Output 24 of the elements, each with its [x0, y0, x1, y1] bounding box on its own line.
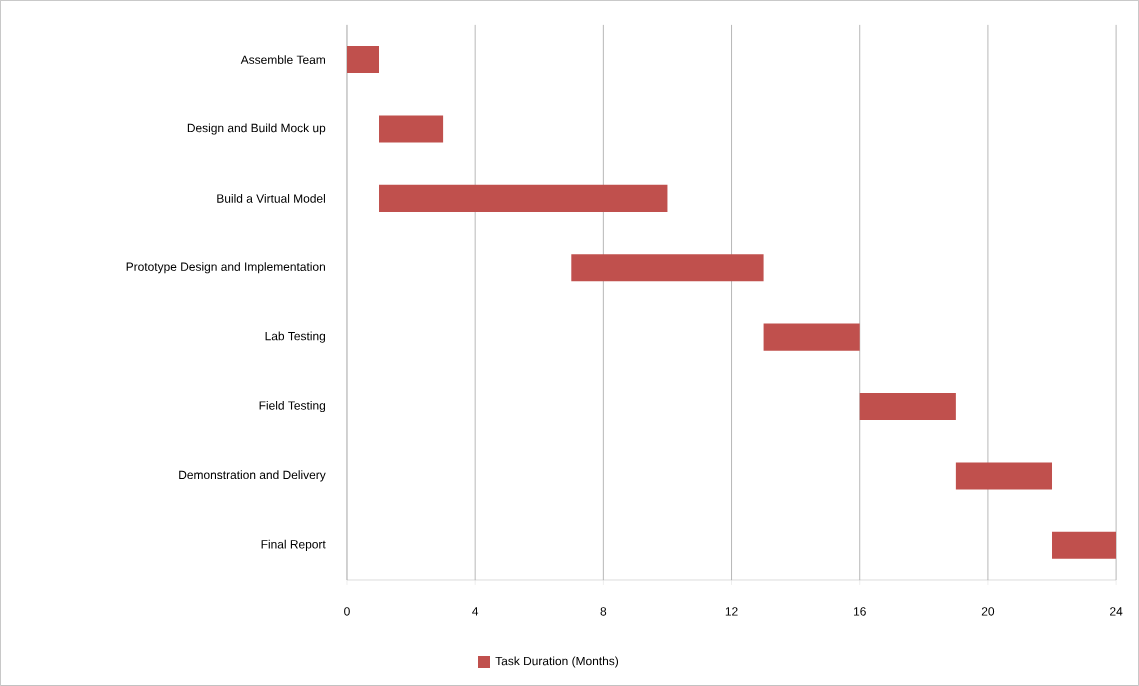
x-tick-label: 8 — [600, 607, 607, 616]
bar — [955, 462, 1053, 490]
x-tick-label: 16 — [853, 607, 866, 616]
legend-label: Task Duration (Months) — [495, 656, 619, 668]
bar — [346, 46, 380, 74]
x-tick-label: 24 — [1110, 607, 1123, 616]
x-tick-label: 12 — [725, 607, 738, 616]
y-tick-label: Lab Testing — [265, 331, 326, 343]
x-tick-label: 20 — [981, 607, 995, 616]
bar — [379, 115, 444, 143]
y-tick-label: Demonstration and Delivery — [179, 470, 326, 482]
y-tick-label: Field Testing — [259, 401, 326, 413]
bar — [1052, 531, 1117, 559]
y-tick-label: Final Report — [261, 539, 326, 551]
y-tick-label: Design and Build Mock up — [187, 123, 326, 135]
y-tick-label: Build a Virtual Model — [217, 194, 325, 203]
x-tick-label: 0 — [344, 607, 350, 616]
bar — [379, 184, 668, 212]
x-tick-label: 4 — [472, 607, 479, 616]
bar — [859, 393, 956, 421]
bar — [571, 254, 764, 282]
y-tick-label: Prototype Design and Implementation — [126, 262, 325, 274]
bar — [763, 323, 860, 351]
y-tick-label: Assemble Team — [240, 55, 325, 65]
